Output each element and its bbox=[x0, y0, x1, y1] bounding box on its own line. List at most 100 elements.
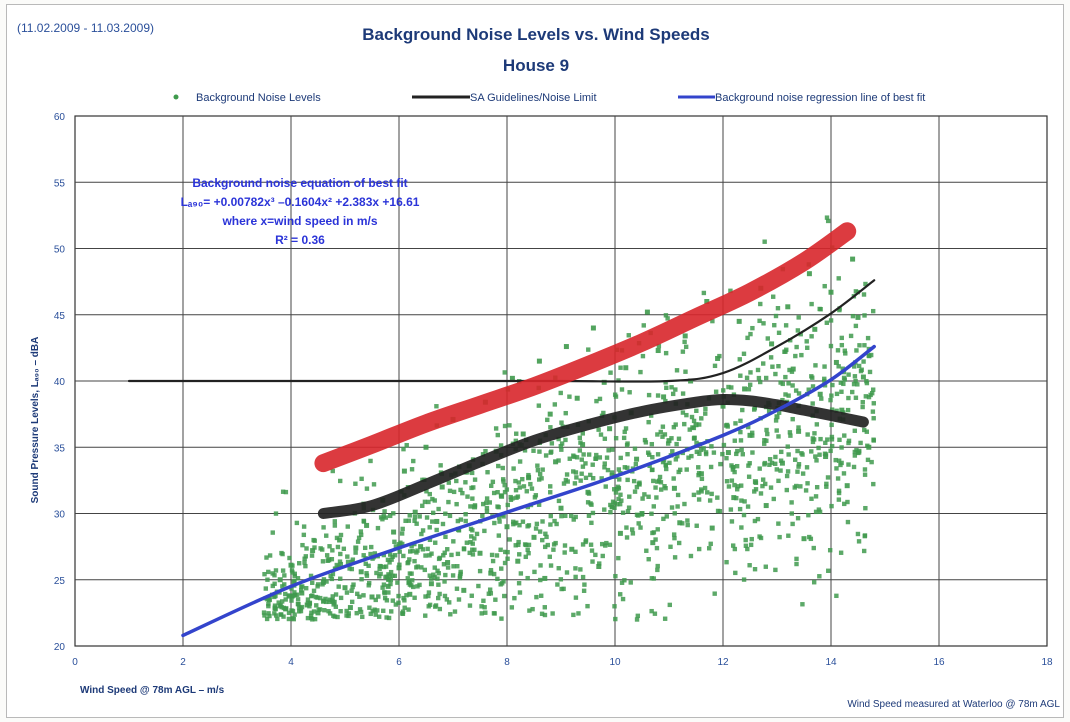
scatter-point bbox=[608, 370, 613, 375]
scatter-point bbox=[420, 547, 426, 552]
scatter-point bbox=[663, 350, 669, 356]
scatter-point bbox=[765, 336, 770, 341]
scatter-point bbox=[443, 572, 448, 578]
scatter-point bbox=[861, 292, 867, 297]
scatter-point bbox=[377, 566, 382, 571]
scatter-point bbox=[683, 344, 689, 350]
scatter-point bbox=[407, 571, 413, 576]
scatter-point bbox=[746, 424, 751, 430]
scatter-point bbox=[856, 539, 862, 544]
scatter-point bbox=[409, 543, 414, 549]
y-tick-label: 30 bbox=[54, 510, 66, 521]
scatter-point bbox=[435, 576, 440, 581]
scatter-point bbox=[495, 490, 500, 495]
scatter-point bbox=[713, 389, 719, 394]
scatter-point bbox=[752, 518, 758, 524]
scatter-point bbox=[270, 571, 275, 576]
x-tick-label: 10 bbox=[609, 657, 621, 668]
scatter-point bbox=[817, 574, 822, 579]
scatter-point bbox=[634, 617, 640, 622]
scatter-point bbox=[823, 440, 828, 446]
scatter-point bbox=[366, 580, 372, 586]
scatter-point bbox=[396, 565, 402, 571]
scatter-point bbox=[427, 602, 433, 608]
scatter-point bbox=[310, 580, 315, 586]
scatter-point bbox=[609, 473, 615, 478]
scatter-point bbox=[738, 429, 743, 435]
scatter-point bbox=[585, 603, 590, 609]
scatter-point bbox=[616, 496, 621, 502]
scatter-point bbox=[548, 484, 553, 489]
scatter-point bbox=[599, 541, 605, 547]
scatter-point bbox=[734, 451, 739, 457]
scatter-point bbox=[387, 513, 393, 519]
scatter-point bbox=[734, 487, 740, 492]
scatter-point bbox=[650, 454, 655, 460]
scatter-point bbox=[392, 539, 397, 544]
scatter-point bbox=[625, 477, 630, 483]
scatter-point bbox=[806, 512, 811, 518]
scatter-point bbox=[816, 507, 822, 512]
scatter-point bbox=[673, 422, 678, 427]
scatter-point bbox=[762, 239, 767, 244]
scatter-point bbox=[862, 533, 867, 539]
scatter-point bbox=[277, 577, 283, 583]
scatter-point bbox=[472, 477, 478, 482]
scatter-point bbox=[764, 438, 769, 443]
scatter-point bbox=[763, 481, 768, 487]
scatter-point bbox=[705, 490, 710, 495]
scatter-point bbox=[715, 495, 720, 500]
scatter-point bbox=[483, 610, 488, 615]
scatter-point bbox=[865, 457, 871, 463]
scatter-point bbox=[407, 582, 413, 587]
scatter-point bbox=[436, 595, 441, 601]
scatter-point bbox=[305, 615, 311, 621]
scatter-point bbox=[513, 487, 519, 493]
scatter-point bbox=[513, 543, 518, 548]
scatter-point bbox=[309, 610, 314, 616]
scatter-point bbox=[547, 411, 553, 417]
scatter-point bbox=[852, 374, 858, 379]
scatter-point bbox=[796, 462, 802, 467]
scatter-point bbox=[841, 381, 846, 387]
scatter-point bbox=[671, 485, 677, 491]
scatter-point bbox=[852, 428, 858, 433]
scatter-point bbox=[810, 439, 816, 445]
scatter-point bbox=[495, 576, 500, 582]
scatter-point bbox=[276, 600, 281, 605]
scatter-point bbox=[302, 560, 307, 565]
scatter-point bbox=[721, 442, 727, 448]
scatter-point bbox=[618, 455, 623, 461]
scatter-point bbox=[279, 550, 284, 556]
scatter-point bbox=[599, 476, 604, 481]
scatter-point bbox=[540, 537, 545, 543]
scatter-point bbox=[501, 479, 506, 484]
scatter-point bbox=[264, 555, 269, 560]
scatter-point bbox=[368, 551, 373, 557]
scatter-point bbox=[378, 571, 383, 577]
scatter-point bbox=[427, 525, 432, 530]
scatter-point bbox=[318, 595, 323, 601]
scatter-point bbox=[652, 611, 658, 616]
scatter-point bbox=[783, 374, 788, 380]
scatter-point bbox=[585, 500, 591, 505]
scatter-point bbox=[776, 363, 781, 369]
scatter-point bbox=[795, 448, 800, 454]
scatter-point bbox=[760, 477, 766, 482]
scatter-point bbox=[383, 574, 388, 580]
scatter-point bbox=[671, 476, 676, 481]
scatter-point bbox=[558, 505, 564, 511]
scatter-point bbox=[344, 590, 350, 595]
x-tick-label: 18 bbox=[1041, 657, 1053, 668]
scatter-point bbox=[496, 515, 502, 520]
scatter-point bbox=[663, 463, 668, 468]
scatter-point bbox=[838, 550, 844, 555]
scatter-point bbox=[663, 313, 669, 318]
scatter-point bbox=[349, 588, 354, 593]
scatter-point bbox=[739, 447, 744, 453]
scatter-point bbox=[423, 594, 428, 599]
scatter-point bbox=[292, 573, 297, 579]
scatter-point bbox=[392, 573, 398, 579]
scatter-point bbox=[656, 478, 662, 483]
scatter-point bbox=[776, 521, 781, 526]
